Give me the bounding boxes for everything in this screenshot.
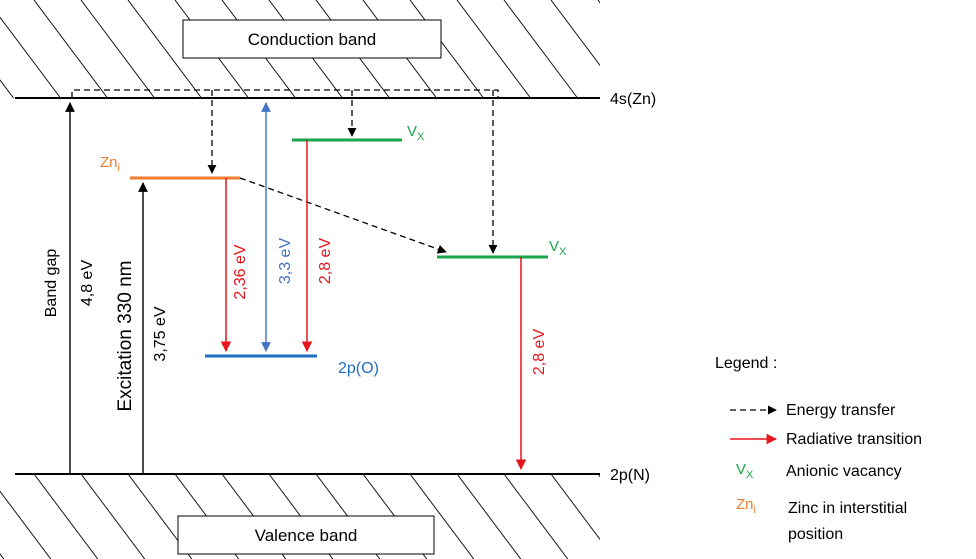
hatch-line (0, 79, 14, 98)
legend-radiative-label: Radiative transition (786, 431, 922, 448)
hatch-line (33, 0, 108, 98)
hatch-line (645, 0, 719, 98)
hatch-line (409, 474, 475, 559)
transition-3-3-ev: 3,3 eV (277, 238, 294, 285)
hatch-line (456, 0, 531, 98)
hatch-line (127, 0, 202, 98)
transition-2-8-ev-lower: 2,8 eV (531, 329, 548, 376)
legend-energy-transfer-label: Energy transfer (786, 402, 896, 419)
legend-title: Legend : (715, 355, 777, 372)
zn-i-label: Zni (100, 154, 120, 174)
transition-2-36-ev: 2,36 eV (232, 244, 249, 299)
excitation-energy: 3,75 eV (152, 306, 169, 361)
valence-band-label: Valence band (255, 526, 358, 545)
hatch-line (645, 474, 709, 559)
transition-2-8-ev-upper: 2,8 eV (317, 238, 334, 285)
hatch-line (550, 0, 600, 67)
v-x-upper-label: VX (407, 123, 425, 143)
hatch-line (597, 0, 600, 4)
conduction-band-label: Conduction band (248, 30, 377, 49)
v-x-lower-label: VX (549, 238, 567, 258)
hatch-line (550, 474, 600, 541)
level-4s-zn-label: 4s(Zn) (610, 91, 656, 108)
legend-zinc-label-line2: position (788, 526, 843, 543)
band-gap-energy: 4,8 eV (79, 260, 96, 307)
legend-v-x-symbol: VX (736, 461, 754, 481)
hatch-line (0, 490, 52, 559)
valence-band-box (177, 515, 435, 555)
hatch-line (33, 474, 99, 559)
legend-zn-i-symbol: Zni (736, 496, 756, 516)
hatch-line (597, 474, 600, 478)
hatch-line (0, 16, 61, 98)
hatch-line (80, 474, 146, 559)
legend-zinc-label-line1: Zinc in interstitial (788, 500, 907, 517)
energy-transfer-path-top (71, 89, 499, 98)
hatch-line (503, 0, 578, 98)
energy-transfer-zn-to-v-x (239, 177, 447, 254)
o-2p-label: 2p(O) (338, 360, 379, 377)
hatch-line (0, 553, 5, 559)
hatch-line (503, 474, 569, 559)
legend-anionic-vacancy-label: Anionic vacancy (786, 463, 902, 480)
level-2p-n-label: 2p(N) (610, 467, 650, 484)
band-gap-label: Band gap (43, 249, 60, 318)
legend: Legend : Energy transfer Radiative trans… (715, 355, 922, 543)
hatch-line (409, 0, 484, 98)
excitation-label: Excitation 330 nm (115, 260, 136, 411)
conduction-band-box (182, 19, 442, 59)
hatch-line (456, 474, 522, 559)
hatch-line (80, 0, 155, 98)
